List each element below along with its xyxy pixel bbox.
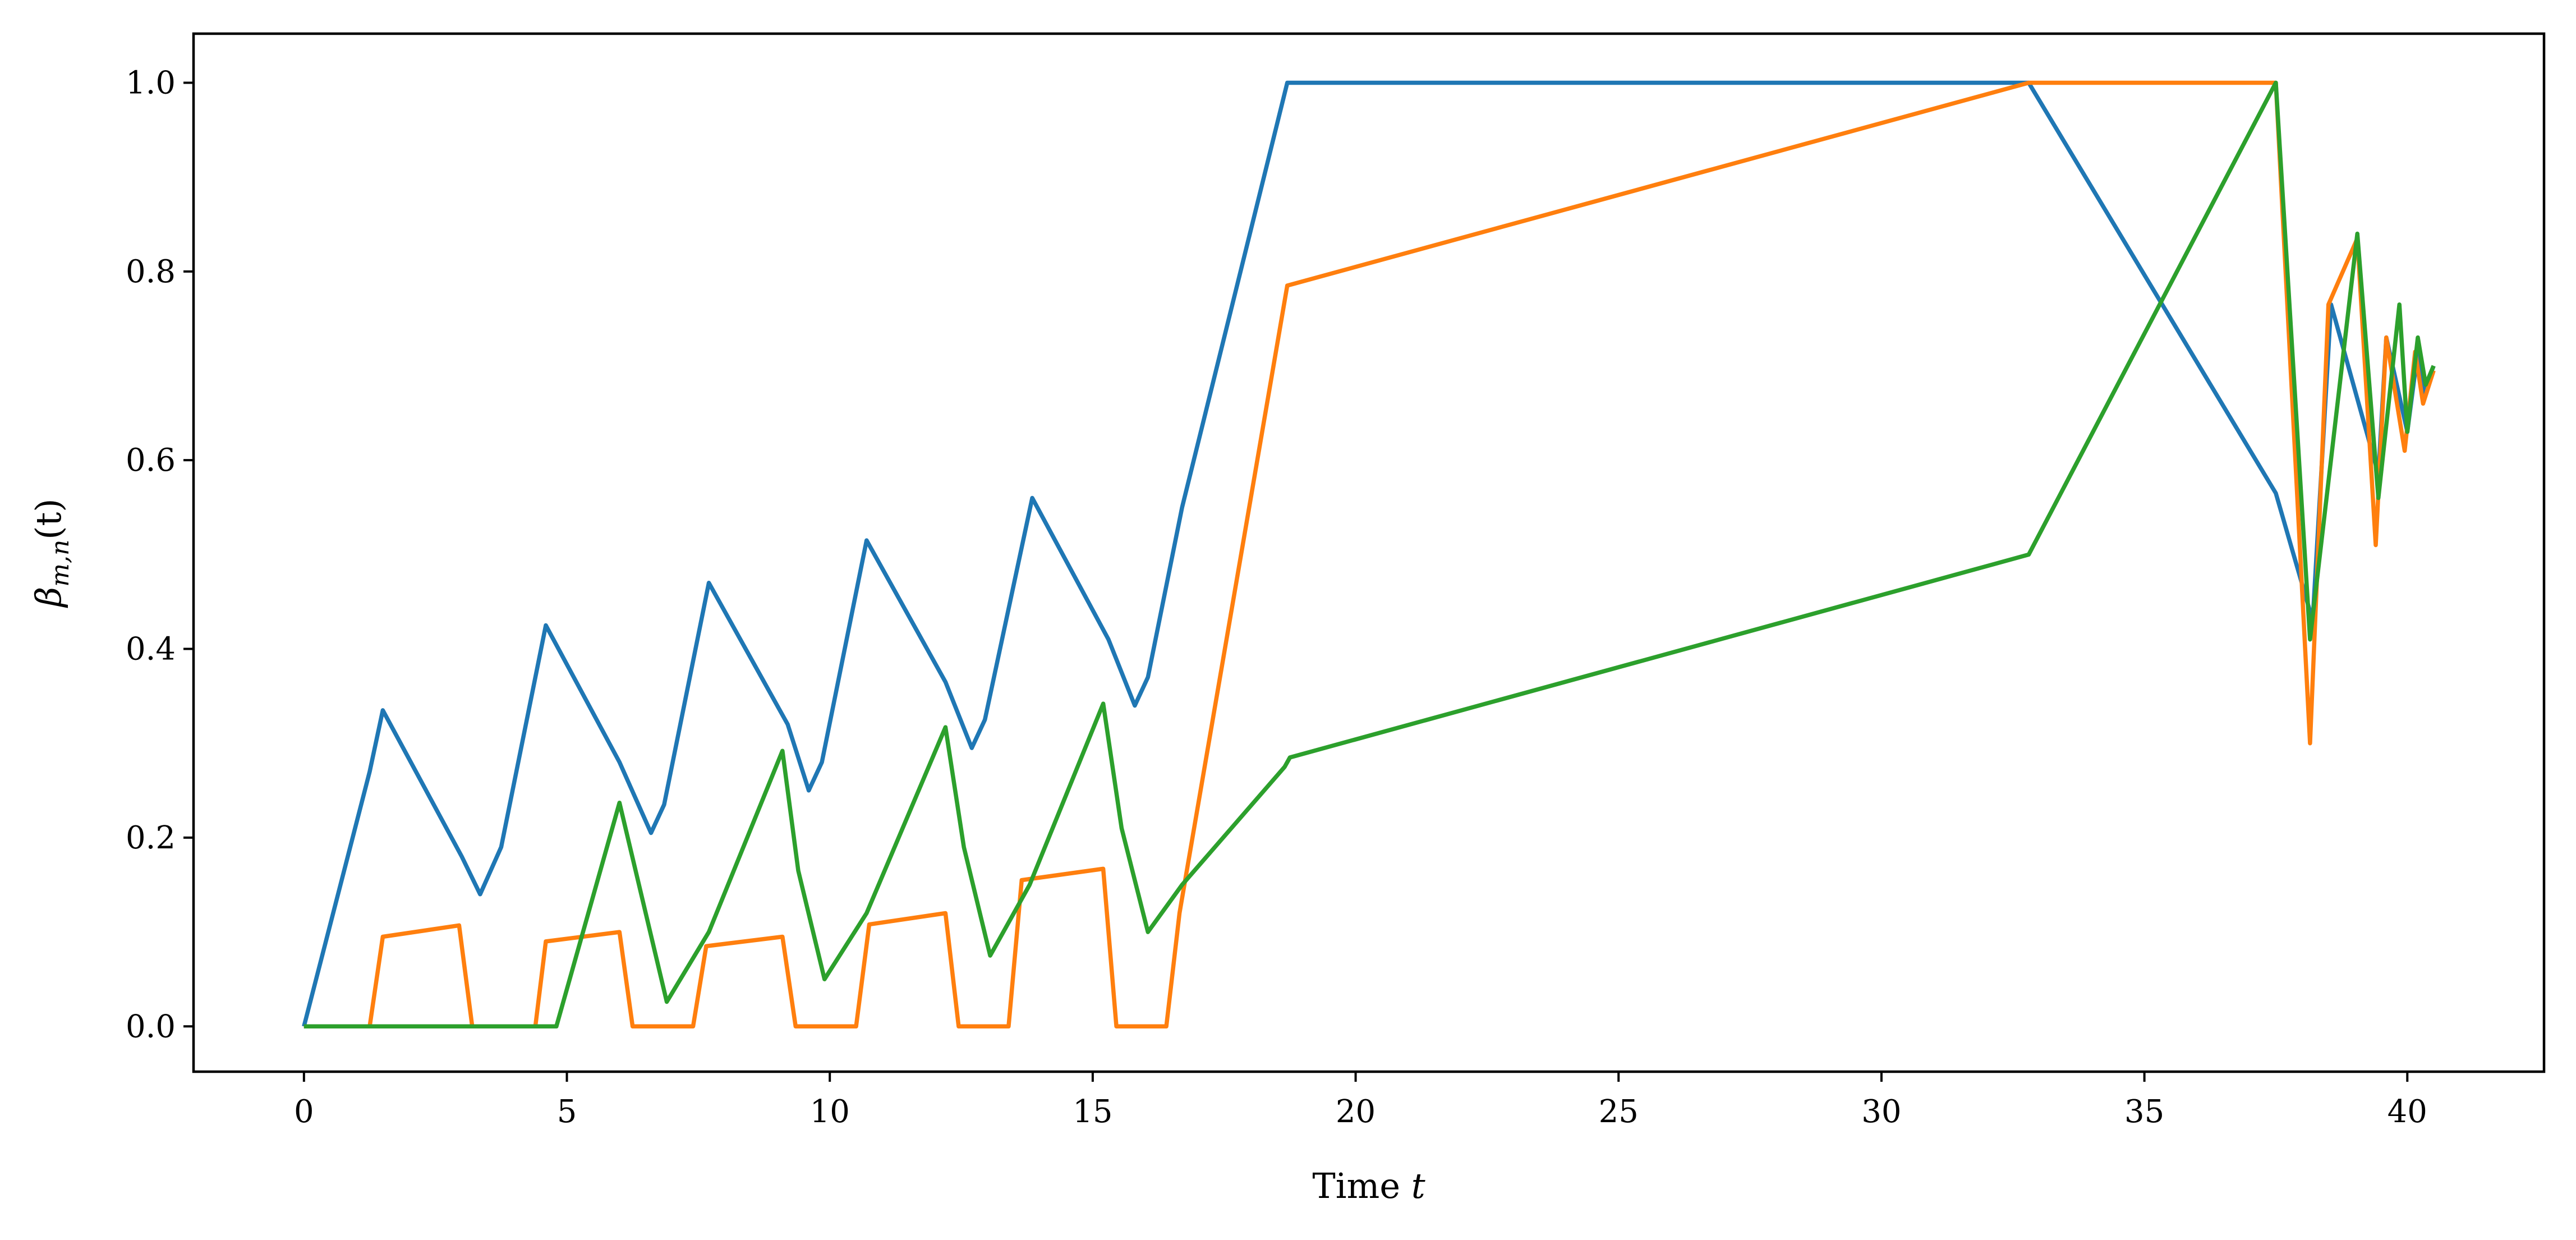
y-axis-label: βm,n(t): [28, 498, 75, 608]
x-axis-label: Time t: [1312, 1165, 1425, 1206]
y-tick-label: 0.4: [126, 631, 176, 668]
y-axis-ticks: 0.0 0.2 0.4 0.6 0.8 1.0: [126, 65, 194, 1045]
y-tick-label: 1.0: [126, 65, 176, 101]
y-tick-label: 0.8: [126, 254, 176, 290]
x-tick-label: 20: [1336, 1094, 1376, 1130]
y-tick-label: 0.6: [126, 442, 176, 479]
x-tick-label: 35: [2124, 1094, 2164, 1130]
y-tick-label: 0.0: [126, 1008, 176, 1045]
plot-frame: [192, 32, 2546, 1073]
x-tick-label: 0: [294, 1094, 314, 1130]
x-tick-label: 10: [810, 1094, 850, 1130]
x-tick-label: 5: [557, 1094, 577, 1130]
x-tick-label: 15: [1073, 1094, 1112, 1130]
y-tick-label: 0.2: [126, 820, 176, 856]
x-tick-label: 25: [1599, 1094, 1639, 1130]
series-layer: [302, 80, 2436, 1029]
series-line-1: [302, 80, 2436, 1027]
x-tick-label: 40: [2388, 1094, 2427, 1130]
series-line-2: [303, 80, 2436, 1029]
series-line-3: [303, 80, 2436, 1029]
x-axis-ticks: 0 5 10 15 20 25 30 35 40: [294, 1072, 2427, 1130]
x-tick-label: 30: [1861, 1094, 1901, 1130]
